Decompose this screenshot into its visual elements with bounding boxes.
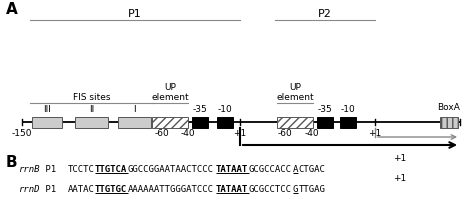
Bar (277, 117, 313, 127)
Text: -10: -10 (341, 106, 356, 115)
Text: -10: -10 (218, 106, 232, 115)
Text: G: G (293, 185, 298, 194)
Text: TTGAG: TTGAG (299, 185, 325, 194)
Text: CTGAC: CTGAC (299, 165, 325, 174)
Text: +1: +1 (393, 154, 407, 163)
Text: GCGCCACC: GCGCCACC (249, 165, 292, 174)
Text: -40: -40 (181, 129, 195, 138)
Text: -40: -40 (305, 129, 319, 138)
Text: -35: -35 (318, 106, 332, 115)
Bar (217, 117, 233, 127)
Text: AATAC: AATAC (67, 185, 94, 194)
Text: A: A (293, 165, 298, 174)
Text: +1: +1 (368, 129, 382, 138)
Text: P2: P2 (318, 9, 332, 19)
Bar (440, 117, 458, 127)
Text: -35: -35 (192, 106, 207, 115)
Bar (317, 117, 333, 127)
Text: GGCCGGAATAACTCCC: GGCCGGAATAACTCCC (128, 165, 214, 174)
Text: TTGTCA: TTGTCA (95, 165, 127, 174)
Text: rrnD: rrnD (18, 185, 39, 194)
Bar (192, 117, 208, 127)
Text: BoxA: BoxA (438, 103, 460, 112)
Text: P1: P1 (128, 9, 142, 19)
Text: FIS sites: FIS sites (73, 92, 110, 101)
Bar (118, 117, 151, 127)
Text: TATAAT: TATAAT (216, 185, 248, 194)
Text: TCCTC: TCCTC (67, 165, 94, 174)
Bar (32, 117, 62, 127)
Text: I: I (133, 106, 136, 115)
Text: +1: +1 (233, 129, 246, 138)
Text: III: III (43, 106, 51, 115)
Text: B: B (6, 155, 18, 170)
Text: TATAAT: TATAAT (216, 165, 248, 174)
Text: TTGTGC: TTGTGC (95, 185, 127, 194)
Text: P1: P1 (40, 185, 67, 194)
Text: A: A (6, 2, 18, 17)
Text: GCGCCTCC: GCGCCTCC (249, 185, 292, 194)
Text: P1: P1 (40, 165, 67, 174)
Bar (75, 117, 108, 127)
Text: II: II (89, 106, 94, 115)
Text: rrnB: rrnB (18, 165, 39, 174)
Text: -60: -60 (155, 129, 169, 138)
Bar (152, 117, 188, 127)
Bar (340, 117, 356, 127)
Text: UP
element: UP element (151, 83, 189, 101)
Text: -60: -60 (278, 129, 292, 138)
Text: UP
element: UP element (276, 83, 314, 101)
Text: AAAAAATTGGGATCCC: AAAAAATTGGGATCCC (128, 185, 214, 194)
Text: +1: +1 (393, 174, 407, 183)
Text: -150: -150 (12, 129, 32, 138)
